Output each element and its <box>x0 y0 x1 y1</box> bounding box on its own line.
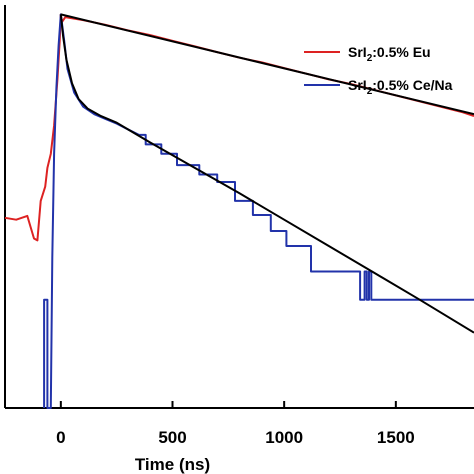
legend-label-suffix: :0.5% Ce/Na <box>372 77 452 93</box>
x-tick-label: 0 <box>56 428 65 447</box>
plot-frame <box>4 5 474 409</box>
legend-entry: SrI2:0.5% Ce/Na <box>348 77 453 97</box>
legend-label-subscript: 2 <box>367 53 373 64</box>
legend-label-subscript: 2 <box>367 86 373 97</box>
legend-label-suffix: :0.5% Eu <box>372 44 430 60</box>
legend-label-base: SrI <box>348 44 367 60</box>
x-tick-label: 1000 <box>265 428 303 447</box>
series-layer <box>4 13 474 409</box>
series-line <box>43 13 474 409</box>
x-tick-label: 500 <box>158 428 186 447</box>
fit-line <box>60 13 474 116</box>
fit-line <box>59 14 474 334</box>
legend-label-base: SrI <box>348 77 367 93</box>
x-axis-title: Time (ns) <box>135 455 210 474</box>
legend-entry: SrI2:0.5% Eu <box>348 44 431 64</box>
x-axis: 0 500 1000 1500 <box>56 401 415 447</box>
x-tick-label: 1500 <box>377 428 415 447</box>
